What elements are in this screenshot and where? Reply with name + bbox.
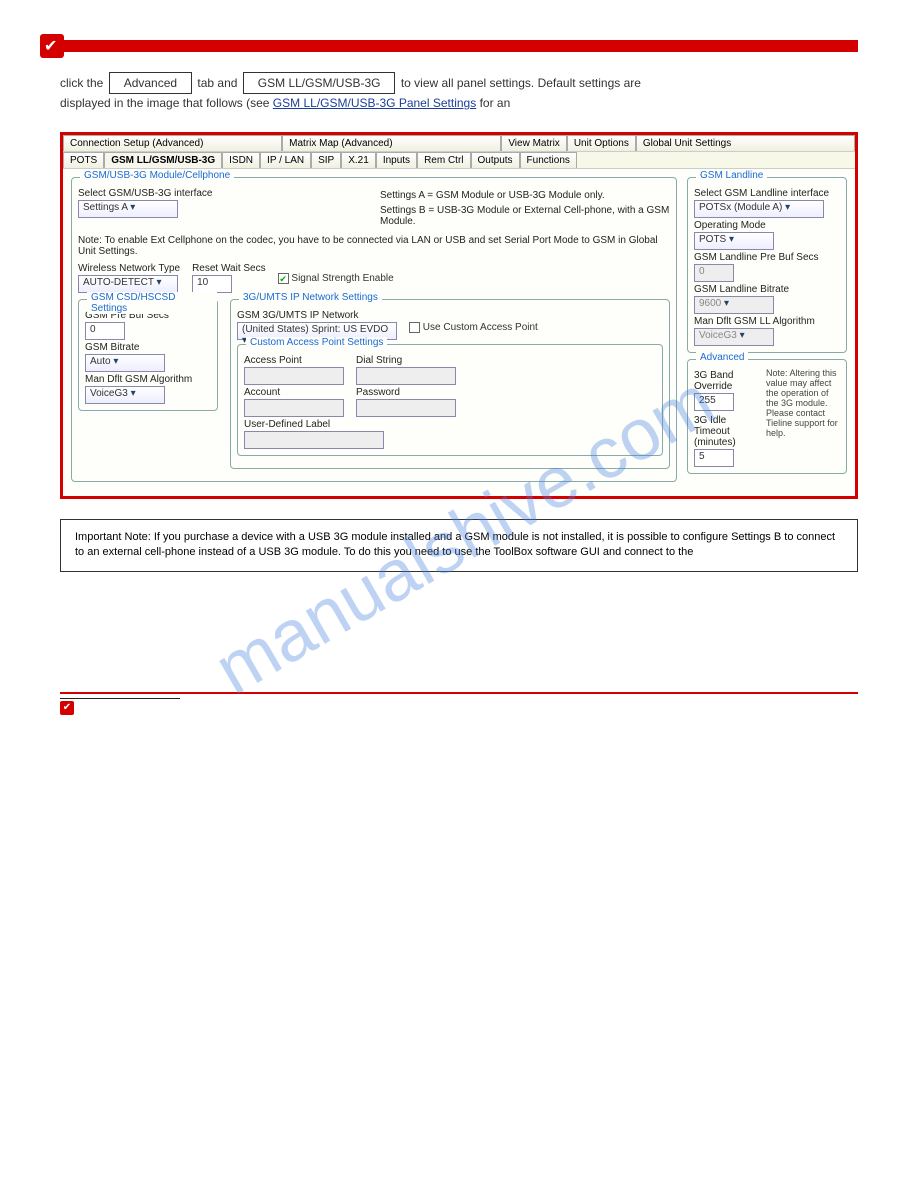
pwd-input[interactable] <box>356 399 456 417</box>
cap-title: Custom Access Point Settings <box>246 337 387 348</box>
gsm-tab-box: GSM LL/GSM/USB-3G <box>243 72 396 94</box>
idle-label: 3G Idle Timeout (minutes) <box>694 415 754 448</box>
idle-input[interactable]: 5 <box>694 449 734 467</box>
tab-remctrl[interactable]: Rem Ctrl <box>417 152 470 168</box>
tab-sip[interactable]: SIP <box>311 152 341 168</box>
pwd-label: Password <box>356 387 456 398</box>
ll-bitrate-label: GSM Landline Bitrate <box>694 284 840 295</box>
tab-functions[interactable]: Functions <box>520 152 577 168</box>
opmode-dropdown[interactable]: POTS <box>694 232 774 250</box>
tabrow-top: Connection Setup (Advanced) Matrix Map (… <box>63 135 855 152</box>
umts-title: 3G/UMTS IP Network Settings <box>239 292 382 303</box>
prebuf-input[interactable]: 0 <box>85 322 125 340</box>
gsm-module-title: GSM/USB-3G Module/Cellphone <box>80 170 234 181</box>
text: for an <box>480 96 511 110</box>
footer-check-icon: ✔ <box>60 701 74 715</box>
tab-gsm[interactable]: GSM LL/GSM/USB-3G <box>104 152 222 168</box>
tab-conn-setup[interactable]: Connection Setup (Advanced) <box>63 135 282 151</box>
text: tab and <box>197 76 240 90</box>
tab-x21[interactable]: X.21 <box>341 152 376 168</box>
header-bar <box>60 40 858 52</box>
text: click the <box>60 76 107 90</box>
reset-wait-input[interactable]: 10 <box>192 275 232 293</box>
ll-prebuf-input[interactable]: 0 <box>694 264 734 282</box>
tab-unit-options[interactable]: Unit Options <box>567 135 636 151</box>
ll-iface-dropdown[interactable]: POTSx (Module A) <box>694 200 824 218</box>
intro-paragraph: click the Advanced tab and GSM LL/GSM/US… <box>60 72 858 112</box>
use-custom-ap-label: Use Custom Access Point <box>423 322 538 333</box>
use-custom-ap-checkbox[interactable] <box>409 322 420 333</box>
algo-dropdown[interactable]: VoiceG3 <box>85 386 165 404</box>
tab-outputs[interactable]: Outputs <box>471 152 520 168</box>
settings-link[interactable]: GSM LL/GSM/USB-3G Panel Settings <box>273 96 476 110</box>
algo-label: Man Dflt GSM Algorithm <box>85 374 211 385</box>
ll-bitrate-dropdown[interactable]: 9600 <box>694 296 774 314</box>
gsm-landline-group: GSM Landline Select GSM Landline interfa… <box>687 177 847 353</box>
band-label: 3G Band Override <box>694 370 754 392</box>
settings-screenshot: Connection Setup (Advanced) Matrix Map (… <box>60 132 858 499</box>
advanced-group: Advanced 3G Band Override 255 3G Idle Ti… <box>687 359 847 474</box>
signal-strength-checkbox[interactable]: ✔ <box>278 273 289 284</box>
signal-strength-label: Signal Strength Enable <box>291 273 393 284</box>
ll-algo-dropdown[interactable]: VoiceG3 <box>694 328 774 346</box>
bitrate-dropdown[interactable]: Auto <box>85 354 165 372</box>
band-input[interactable]: 255 <box>694 393 734 411</box>
footer-line <box>60 692 858 694</box>
ll-algo-label: Man Dflt GSM LL Algorithm <box>694 316 840 327</box>
tabrow-bottom: POTS GSM LL/GSM/USB-3G ISDN IP / LAN SIP… <box>63 152 855 169</box>
settings-a-text: Settings A = GSM Module or USB-3G Module… <box>380 190 670 201</box>
select-interface-label: Select GSM/USB-3G interface <box>78 188 368 199</box>
reset-wait-label: Reset Wait Secs <box>192 263 266 274</box>
ap-input[interactable] <box>244 367 344 385</box>
tab-inputs[interactable]: Inputs <box>376 152 417 168</box>
gsm-module-group: GSM/USB-3G Module/Cellphone Select GSM/U… <box>71 177 677 482</box>
acct-label: Account <box>244 387 344 398</box>
ll-prebuf-label: GSM Landline Pre Buf Secs <box>694 252 840 263</box>
text: displayed in the image that follows (see <box>60 96 273 110</box>
important-note-box: Important Note: If you purchase a device… <box>60 519 858 572</box>
settings-b-text: Settings B = USB-3G Module or External C… <box>380 205 670 227</box>
band-note: Note: Altering this value may affect the… <box>766 368 840 438</box>
csd-title: GSM CSD/HSCSD Settings <box>87 292 217 314</box>
opmode-label: Operating Mode <box>694 220 840 231</box>
tab-pots[interactable]: POTS <box>63 152 104 168</box>
tab-matrix-map[interactable]: Matrix Map (Advanced) <box>282 135 501 151</box>
umts-net-label: GSM 3G/UMTS IP Network <box>237 310 663 321</box>
landline-title: GSM Landline <box>696 170 767 181</box>
wireless-type-dropdown[interactable]: AUTO-DETECT <box>78 275 178 293</box>
advanced-box: Advanced <box>109 72 192 94</box>
enable-ext-note: Note: To enable Ext Cellphone on the cod… <box>78 235 670 257</box>
text: to view all panel settings. Default sett… <box>401 76 641 90</box>
tab-ip-lan[interactable]: IP / LAN <box>260 152 311 168</box>
ap-label: Access Point <box>244 355 344 366</box>
footer-sub: ✔ <box>60 698 180 715</box>
ll-iface-label: Select GSM Landline interface <box>694 188 840 199</box>
select-interface-dropdown[interactable]: Settings A <box>78 200 178 218</box>
bitrate-label: GSM Bitrate <box>85 342 211 353</box>
udl-label: User-Defined Label <box>244 419 656 430</box>
tab-global-unit[interactable]: Global Unit Settings <box>636 135 855 151</box>
acct-input[interactable] <box>244 399 344 417</box>
adv-title: Advanced <box>696 352 748 363</box>
dial-label: Dial String <box>356 355 456 366</box>
tab-view-matrix[interactable]: View Matrix <box>501 135 567 151</box>
dial-input[interactable] <box>356 367 456 385</box>
wireless-type-label: Wireless Network Type <box>78 263 180 274</box>
tab-isdn[interactable]: ISDN <box>222 152 260 168</box>
udl-input[interactable] <box>244 431 384 449</box>
